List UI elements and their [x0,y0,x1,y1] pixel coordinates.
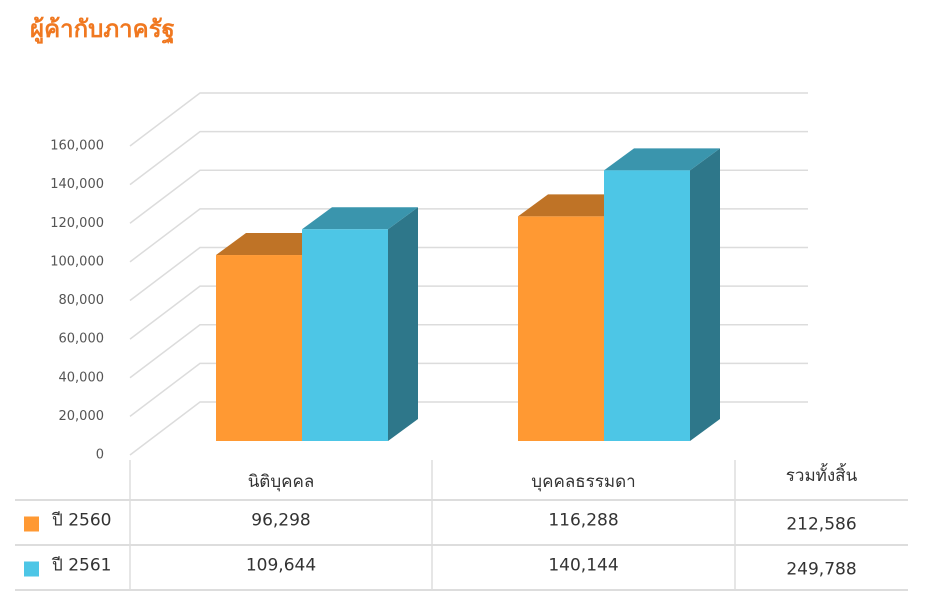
bar-side [690,148,720,441]
y-tick-label: 160,000 [50,139,104,154]
y-tick-label: 60,000 [59,332,105,347]
table-cell: 96,298 [251,511,310,531]
legend-swatch [24,561,39,577]
bar [518,216,604,441]
column-header: บุคคลธรรมดา [531,472,635,492]
bar [604,170,690,441]
legend-label: ปี 2561 [51,556,111,576]
column-header: นิติบุคคล [248,472,315,492]
y-tick-label: 140,000 [50,177,104,192]
bar [216,255,302,441]
chart-title: ผู้ค้ากับภาครัฐ [30,15,175,45]
y-tick-label: 120,000 [50,216,104,231]
bar-top [604,148,720,171]
grid-line [129,92,808,147]
legend-label: ปี 2560 [51,511,111,531]
table-cell: 116,288 [548,511,618,531]
y-tick-label: 20,000 [59,409,105,424]
bar-top [302,207,418,230]
column-header: รวมทั้งสิ้น [786,463,858,486]
y-tick-label: 100,000 [50,254,104,269]
y-tick-label: 0 [96,448,104,463]
y-tick-label: 40,000 [59,370,105,385]
grid-line [129,130,808,186]
y-tick-label: 80,000 [59,293,105,308]
bar-side [388,207,418,441]
table-cell: 249,788 [786,560,856,580]
table-cell: 109,644 [246,556,316,576]
table-cell: 212,586 [786,515,856,535]
table-cell: 140,144 [548,556,618,576]
legend-swatch [24,516,39,532]
bar [302,229,388,441]
